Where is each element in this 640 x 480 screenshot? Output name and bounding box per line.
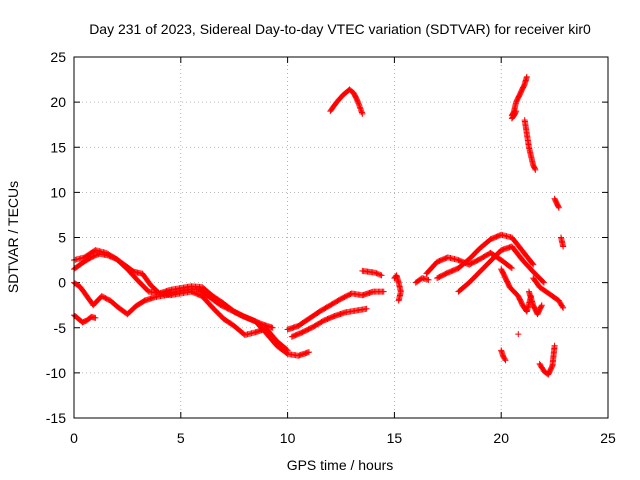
data-point bbox=[531, 165, 538, 172]
series-track-15 bbox=[530, 275, 567, 311]
y-tick-label: 10 bbox=[50, 184, 66, 200]
series-track-3 bbox=[71, 279, 276, 331]
chart-title: Day 231 of 2023, Sidereal Day-to-day VTE… bbox=[89, 21, 591, 37]
data-point bbox=[363, 305, 370, 312]
data-point bbox=[555, 204, 562, 211]
x-tick-label: 0 bbox=[70, 430, 78, 446]
series-track-22 bbox=[498, 347, 509, 364]
tick-labels: 0 5 10 15 20 25 -15 -10 -5 0 5 10 15 20 25 bbox=[46, 49, 616, 446]
data-point bbox=[376, 271, 383, 278]
x-tick-label: 5 bbox=[177, 430, 185, 446]
data-point bbox=[523, 73, 530, 80]
plot-border bbox=[73, 56, 609, 419]
series-track-5 bbox=[284, 288, 387, 333]
y-tick-label: -15 bbox=[46, 410, 66, 426]
data-point bbox=[529, 260, 536, 267]
series-track-21 bbox=[558, 234, 567, 250]
x-tick-label: 25 bbox=[600, 430, 616, 446]
series-track-8 bbox=[359, 267, 385, 279]
series-track-7 bbox=[327, 86, 366, 117]
data-point bbox=[508, 265, 515, 272]
data-point bbox=[560, 243, 567, 250]
data-point bbox=[283, 346, 290, 353]
series-track-23 bbox=[515, 331, 522, 338]
data-point bbox=[378, 272, 385, 279]
data-point bbox=[502, 357, 509, 364]
series-track-17 bbox=[508, 73, 530, 119]
data-point bbox=[551, 342, 558, 349]
data-point bbox=[512, 109, 519, 116]
data-point bbox=[380, 288, 387, 295]
series-track-4 bbox=[71, 312, 99, 326]
x-tick-label: 20 bbox=[493, 430, 509, 446]
data-point bbox=[540, 279, 547, 286]
series-track-6 bbox=[288, 305, 370, 340]
data-point bbox=[359, 110, 366, 117]
data-point bbox=[538, 302, 545, 309]
series-track-10 bbox=[412, 275, 432, 286]
data-point bbox=[305, 349, 312, 356]
series-track-24 bbox=[536, 342, 558, 378]
series-track-19 bbox=[521, 117, 539, 173]
data-point bbox=[507, 264, 514, 271]
y-tick-label: 20 bbox=[50, 94, 66, 110]
x-tick-label: 15 bbox=[387, 430, 403, 446]
y-axis-label: SDTVAR / TECUs bbox=[5, 181, 21, 293]
data-point bbox=[425, 276, 432, 283]
x-axis-label: GPS time / hours bbox=[287, 457, 394, 473]
y-tick-label: -10 bbox=[46, 365, 66, 381]
data-point bbox=[284, 347, 291, 354]
y-tick-label: 15 bbox=[50, 139, 66, 155]
y-tick-label: 25 bbox=[50, 49, 66, 65]
x-tick-label: 10 bbox=[280, 430, 296, 446]
data-point bbox=[374, 270, 381, 277]
data-point bbox=[513, 108, 520, 115]
data-point bbox=[539, 278, 546, 285]
data-point bbox=[560, 304, 567, 311]
data-point bbox=[372, 269, 379, 276]
data-point bbox=[530, 261, 537, 268]
data-points bbox=[71, 73, 567, 378]
data-point bbox=[373, 270, 380, 277]
series-track-20 bbox=[551, 195, 562, 211]
y-tick-label: 5 bbox=[58, 230, 66, 246]
series-track-16 bbox=[525, 288, 545, 318]
data-point bbox=[555, 203, 562, 210]
data-point bbox=[269, 324, 276, 331]
data-point bbox=[532, 166, 539, 173]
series-track-12 bbox=[434, 231, 537, 282]
data-point bbox=[515, 331, 522, 338]
data-point bbox=[538, 303, 545, 310]
series-track-9 bbox=[391, 272, 404, 304]
y-tick-label: 0 bbox=[58, 275, 66, 291]
series-track-18 bbox=[508, 108, 520, 122]
data-point bbox=[377, 271, 384, 278]
data-point bbox=[395, 297, 402, 304]
data-point bbox=[501, 356, 508, 363]
series-track-13 bbox=[455, 243, 547, 295]
y-tick-label: -5 bbox=[54, 320, 67, 336]
data-point bbox=[559, 303, 566, 310]
data-point bbox=[92, 314, 99, 321]
